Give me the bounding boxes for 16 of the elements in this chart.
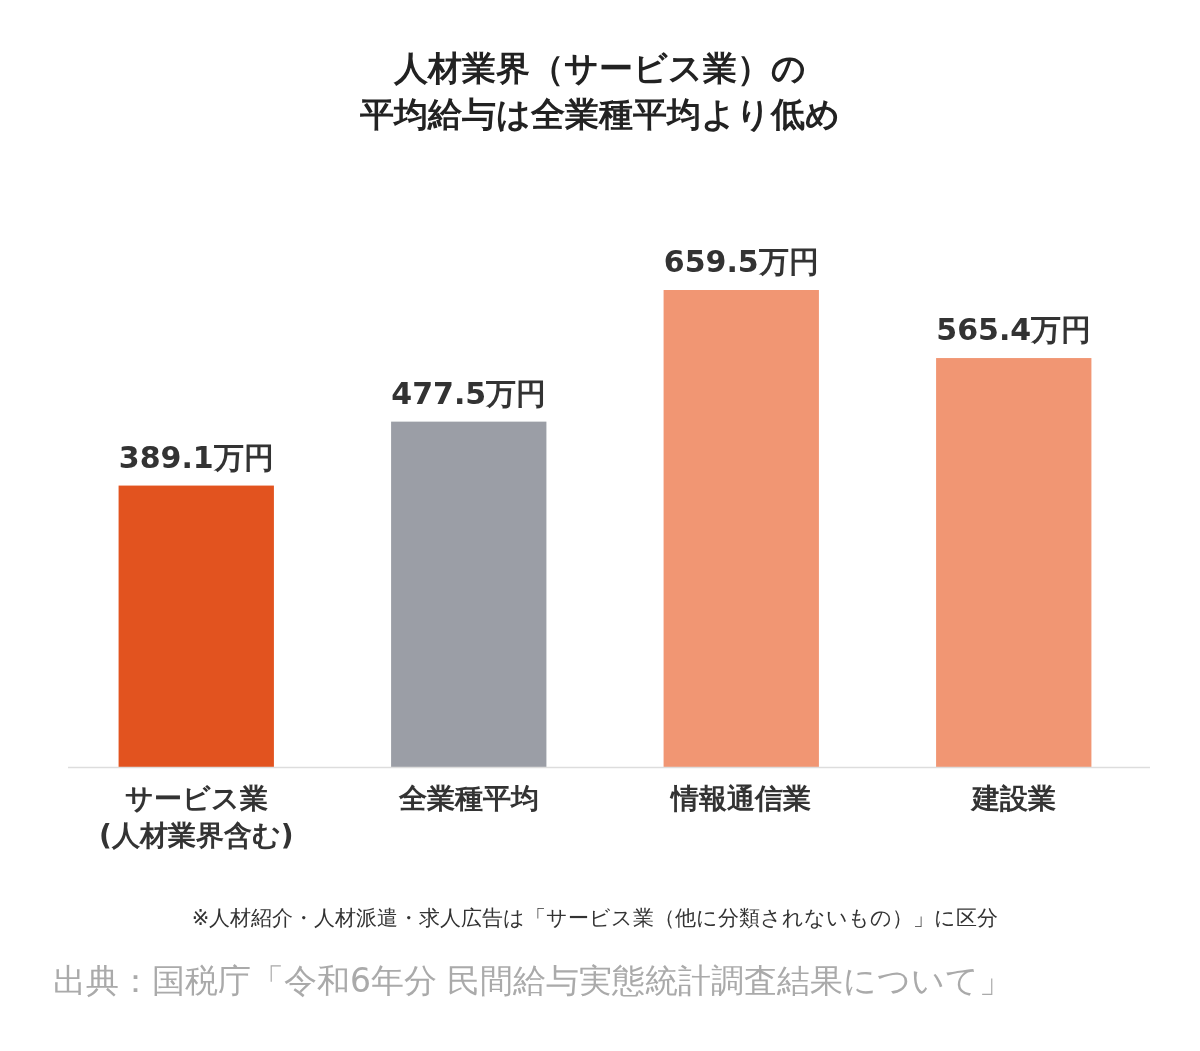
chart-subtitle: 平均給与は全業種平均より低め: [359, 94, 840, 134]
x-tick-label: サービス業 (人材業界含む): [98, 782, 294, 852]
bar: [936, 358, 1092, 767]
x-tick-label: 全業種平均: [397, 782, 539, 815]
bar: [118, 485, 274, 767]
data-label: 477.5万円: [391, 375, 547, 411]
text: ※人材紹介・人材派遣・求人広告は「サービス業（他に分類されないもの）」に区分: [191, 906, 999, 930]
x-tick-label: 建設業: [969, 782, 1056, 815]
data-label: 565.4万円: [936, 312, 1092, 348]
data-label: 389.1万円: [118, 439, 274, 475]
source-note: 出典：国税庁「令和6年分 民間給与実態統計調査結果について」: [53, 961, 1013, 1000]
x-tick-label: 情報通信業: [669, 782, 812, 815]
bar: [391, 421, 547, 767]
bar: [663, 290, 819, 767]
data-label: 659.5万円: [663, 244, 819, 279]
chart-title: 人材業界（サービス業）の: [393, 48, 806, 88]
